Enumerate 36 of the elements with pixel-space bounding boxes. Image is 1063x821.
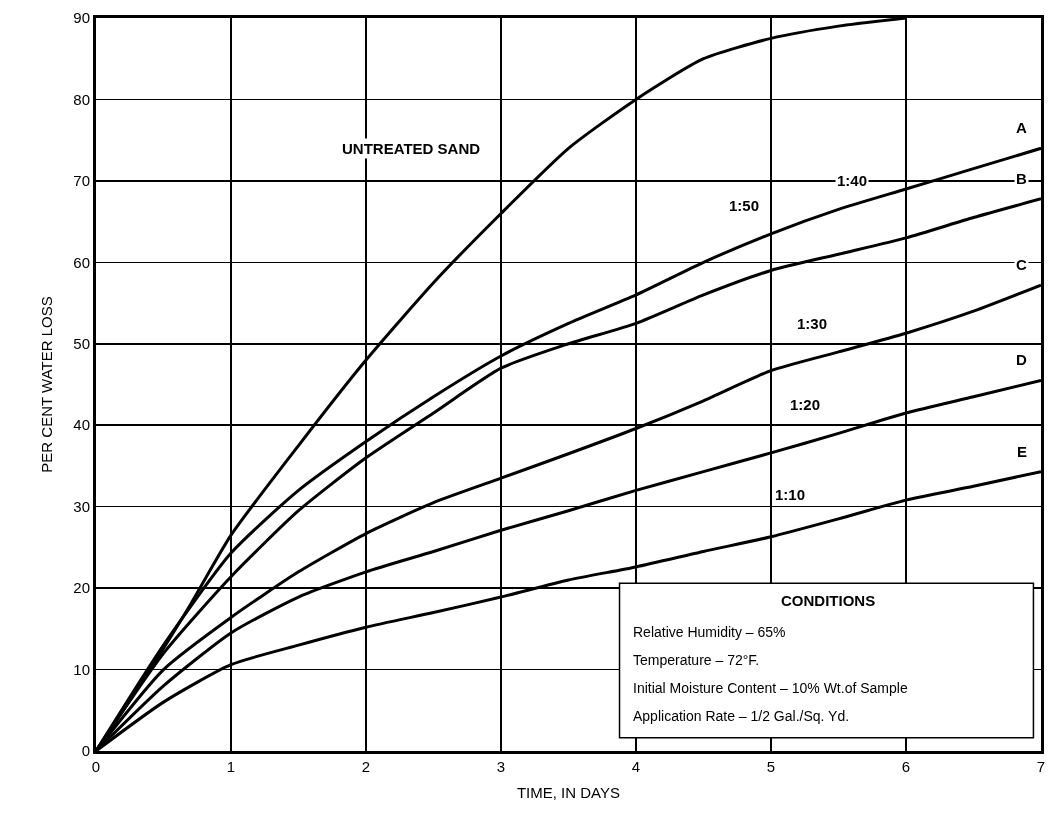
y-tick-label: 20 <box>73 579 90 597</box>
annotation: 1:10 <box>775 486 806 503</box>
annotation: Initial Moisture Content – 10% Wt.of Sample <box>633 680 908 696</box>
annotation: 1:50 <box>729 197 760 214</box>
series-label: E <box>1017 443 1028 460</box>
annotation: 1:20 <box>790 396 821 413</box>
x-tick-label: 0 <box>91 758 101 775</box>
annotation: 1:40 <box>837 172 868 189</box>
y-tick-label: 50 <box>73 335 90 353</box>
annotation: CONDITIONS <box>781 592 876 609</box>
x-axis-title: TIME, IN DAYS <box>516 784 621 801</box>
annotation: Relative Humidity – 65% <box>633 624 786 640</box>
annotation: UNTREATED SAND <box>342 140 481 157</box>
x-tick-label: 3 <box>496 758 506 775</box>
y-tick-label: 80 <box>73 90 90 108</box>
series-label: B <box>1016 170 1027 187</box>
y-tick-label: 30 <box>73 497 90 515</box>
y-axis-title: PER CENT WATER LOSS <box>37 296 55 473</box>
y-tick-label: 40 <box>73 416 90 434</box>
annotation: Temperature – 72°F. <box>633 652 760 668</box>
x-tick-label: 7 <box>1036 758 1046 775</box>
series-label: A <box>1016 119 1027 136</box>
series-label: D <box>1016 351 1027 368</box>
x-tick-label: 4 <box>631 758 641 775</box>
y-tick-label: 0 <box>81 742 90 760</box>
y-tick-label: 10 <box>73 660 90 678</box>
y-tick-label: 60 <box>73 253 90 271</box>
x-tick-label: 5 <box>766 758 776 775</box>
x-tick-label: 2 <box>361 758 371 775</box>
x-tick-label: 1 <box>226 758 236 775</box>
y-tick-label: 90 <box>73 9 90 27</box>
x-tick-label: 6 <box>901 758 911 775</box>
y-tick-label: 70 <box>73 172 90 190</box>
annotation: 1:30 <box>797 315 828 332</box>
series-label: C <box>1016 256 1027 273</box>
annotation: Application Rate – 1/2 Gal./Sq. Yd. <box>633 708 850 724</box>
